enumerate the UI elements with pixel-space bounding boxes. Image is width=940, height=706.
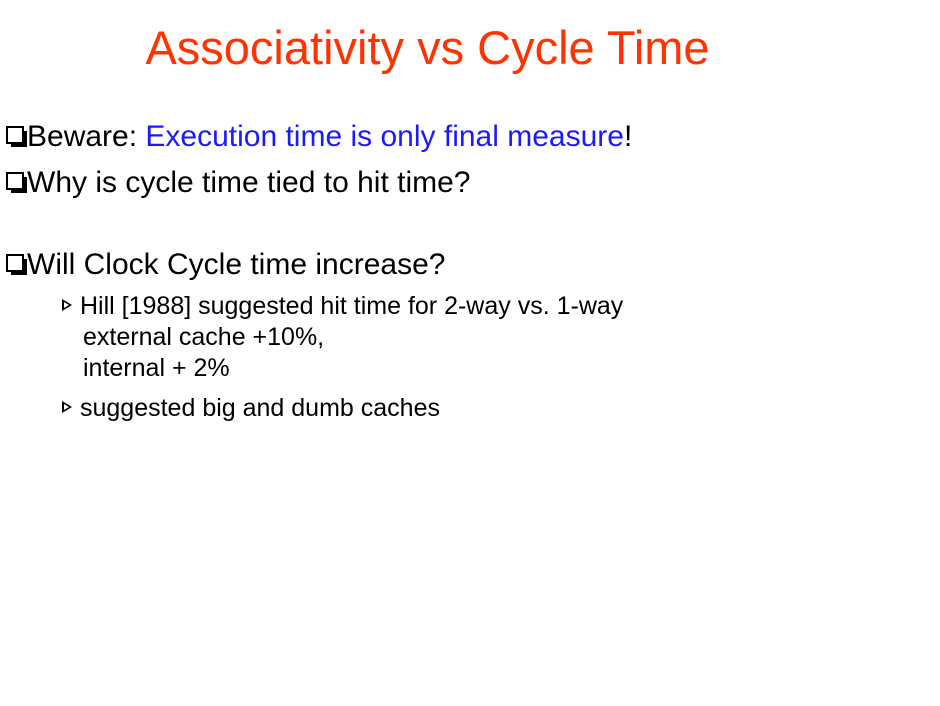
- subbullet-big-dumb-caches-text: suggested big and dumb caches: [80, 394, 440, 422]
- bullet-beware-suffix: !: [623, 120, 633, 153]
- hollow-square-icon: [6, 254, 27, 275]
- subbullet-hill-line-3: internal + 2%: [83, 354, 230, 382]
- bullet-cycle-time-question: Why is cycle time tied to hit time?: [6, 165, 470, 201]
- bullet-clock-cycle-text: Will Clock Cycle time increase?: [27, 248, 446, 281]
- subbullet-hill-line-2: external cache +10%,: [83, 323, 325, 351]
- slide-title: Associativity vs Cycle Time: [145, 21, 710, 74]
- bullet-beware: Beware: Execution time is only final mea…: [6, 119, 632, 155]
- hollow-square-icon: [6, 172, 27, 193]
- subbullet-hill-line-1: Hill [1988] suggested hit time for 2-way…: [80, 292, 624, 320]
- bullet-beware-highlight: Execution time is only final measure: [145, 120, 624, 153]
- subbullet-big-dumb-caches: suggested big and dumb caches: [62, 393, 440, 424]
- arrowhead-icon: [62, 401, 72, 414]
- bullet-beware-prefix: Beware:: [27, 120, 146, 153]
- hollow-square-icon: [6, 126, 27, 147]
- bullet-clock-cycle: Will Clock Cycle time increase?: [6, 247, 445, 283]
- bullet-cycle-time-question-text: Why is cycle time tied to hit time?: [27, 166, 471, 199]
- subbullet-hill-1988: Hill [1988] suggested hit time for 2-way…: [62, 291, 623, 384]
- arrowhead-icon: [62, 299, 72, 312]
